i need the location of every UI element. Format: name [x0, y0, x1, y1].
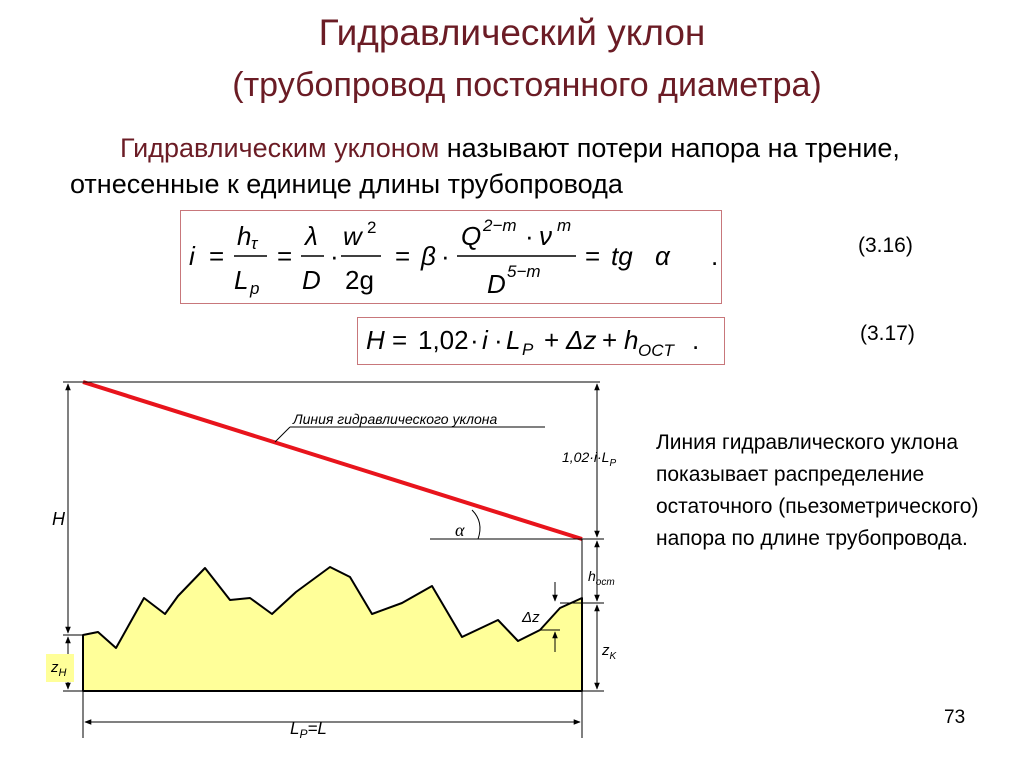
eq1-2g: 2g: [345, 265, 374, 295]
eq1-h: h: [237, 221, 251, 251]
length-label: LP=L: [290, 719, 327, 740]
eq1-beta: β: [420, 241, 436, 271]
slope-loss-label: 1,02·i·LP: [562, 449, 616, 469]
slide-title: Гидравлический уклон: [318, 12, 706, 53]
alpha-label: α: [455, 520, 465, 540]
eq2-i: i: [482, 325, 489, 355]
eq2-plus-1: +: [544, 325, 559, 355]
eq1-nu-exp: m: [557, 216, 571, 235]
eq1-tau: τ: [251, 234, 259, 253]
zH-label: zH: [50, 659, 67, 679]
equation-box-3-17: H = 1,02 · i · L P + Δz + h OCT .: [357, 317, 725, 365]
equation-number-3-17: (3.17): [860, 322, 915, 345]
eq1-p: p: [249, 279, 259, 298]
zK-label: zK: [601, 642, 618, 662]
eq1-Q-exp: 2−m: [482, 216, 517, 235]
equation-number-3-16: (3.16): [858, 234, 913, 257]
eq1-period: .: [711, 241, 718, 271]
eq1-dot-1: ·: [330, 241, 339, 271]
eq1-eq-4: =: [585, 241, 600, 271]
alpha-arc: [471, 509, 481, 540]
eq1-lambda: λ: [303, 221, 318, 251]
eq2-plus-2: +: [602, 325, 617, 355]
eq1-D-exp: 5−m: [507, 262, 541, 281]
hydraulic-slope-line: [82, 380, 583, 541]
terrain-profile: [82, 566, 583, 692]
eq2-H: H: [366, 325, 385, 355]
eq1-nu: ν: [539, 221, 552, 251]
eq2-h: h: [624, 325, 638, 355]
hydraulic-slope-diagram: H zH 1,02·i·LP hост zK Δz α Линия гидрав…: [46, 380, 618, 740]
equation-box-3-16: i = h τ L p = λ D · w 2 2g = β · Q 2−m ·…: [180, 210, 722, 304]
eq2-coef: 1,02: [418, 325, 469, 355]
zH-label-background: [46, 654, 74, 682]
eq1-D: D: [302, 265, 321, 295]
definition-text: Гидравлическим уклоном называют потери н…: [70, 130, 950, 202]
eq1-alpha: α: [655, 241, 671, 271]
eq1-w-exp: 2: [367, 218, 376, 237]
page-number: 73: [944, 707, 966, 728]
H-label: H: [52, 509, 66, 529]
eq1-D2: D: [487, 269, 506, 299]
eq2-dot-1: ·: [470, 325, 479, 355]
eq2-dot-2: ·: [494, 325, 503, 355]
eq1-eq-2: =: [277, 241, 292, 271]
eq1-Q: Q: [461, 221, 481, 251]
eq2-period: .: [692, 325, 699, 355]
slide-subtitle: (трубопровод постоянного диаметра): [232, 66, 822, 104]
eq1-i: i: [189, 241, 196, 271]
eq2-P: P: [522, 340, 534, 359]
eq1-dot-3: ·: [525, 221, 534, 251]
eq2-L: L: [506, 325, 520, 355]
eq2-ost: OCT: [638, 341, 676, 360]
h-ost-label: hост: [588, 568, 615, 588]
diagram-description: Линия гидравлического уклона показывает …: [656, 431, 979, 550]
eq1-eq-3: =: [395, 241, 410, 271]
line-label-leader: [274, 426, 291, 443]
eq1-L: L: [234, 265, 248, 295]
equation-3-17: H = 1,02 · i · L P + Δz + h OCT .: [366, 325, 699, 360]
dz-label: Δz: [521, 609, 540, 626]
definition-rest: называют потери напора на трение, отнесе…: [70, 133, 900, 199]
eq2-eq: =: [392, 325, 407, 355]
eq1-w: w: [343, 221, 364, 251]
eq2-dz: Δz: [565, 325, 596, 355]
eq1-dot-2: ·: [441, 241, 450, 271]
hydraulic-line-label: Линия гидравлического уклона: [292, 411, 497, 427]
eq1-tg: tg: [611, 241, 633, 271]
equation-3-16: i = h τ L p = λ D · w 2 2g = β · Q 2−m ·…: [189, 216, 718, 299]
definition-term: Гидравлическим уклоном: [120, 133, 440, 163]
eq1-eq-1: =: [209, 241, 224, 271]
